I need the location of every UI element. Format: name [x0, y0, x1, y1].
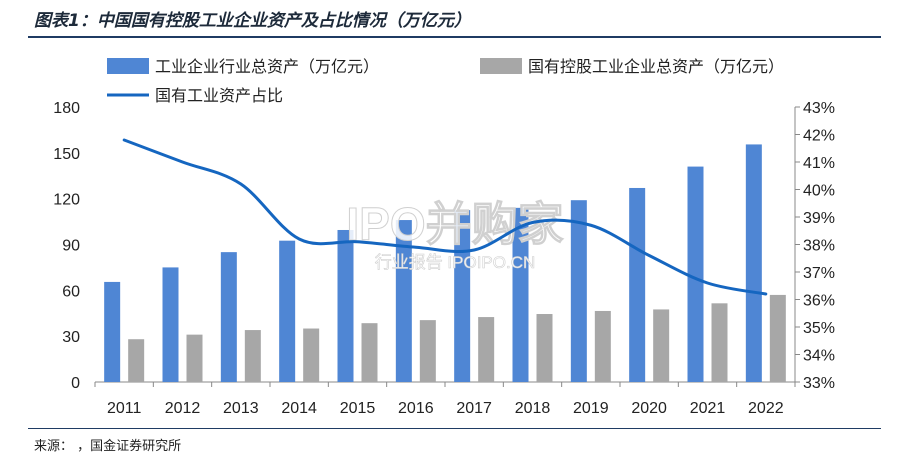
bar-total-assets [454, 210, 471, 382]
y-left-tick-label: 180 [53, 100, 80, 117]
y-right-tick-label: 41% [803, 155, 835, 172]
bar-state-owned-assets [536, 314, 553, 382]
y-left-tick-label: 150 [53, 146, 80, 163]
y-right-tick-label: 40% [803, 183, 835, 200]
watermark-sub: 行业报告 IPOIPO.CN [375, 253, 536, 272]
y-left-tick-label: 60 [62, 283, 80, 300]
legend-label-state-owned-assets: 国有控股工业企业总资产（万亿元） [528, 58, 784, 76]
source-note: 来源： ，国金证券研究所 [34, 439, 182, 454]
bar-total-assets [395, 220, 412, 382]
legend-swatch-state-owned-assets [480, 58, 522, 74]
y-left-tick-label: 120 [53, 192, 80, 209]
bar-total-assets [687, 166, 704, 382]
chart-canvas: 工业企业行业总资产（万亿元） 国有控股工业企业总资产（万亿元） 国有工业资产占比 0… [53, 58, 835, 417]
y-right-tick-label: 39% [803, 210, 835, 227]
title-rule [28, 36, 881, 38]
y-right-tick-label: 38% [803, 238, 835, 255]
x-tick-label: 2021 [690, 400, 726, 417]
bar-total-assets [162, 267, 179, 382]
bar-series [104, 144, 786, 382]
x-tick-label: 2016 [398, 400, 434, 417]
bar-total-assets [279, 240, 296, 382]
bar-total-assets [220, 252, 237, 382]
bar-total-assets [104, 281, 121, 382]
x-tick-label: 2020 [631, 400, 667, 417]
bar-state-owned-assets [303, 328, 320, 382]
y-left-tick-label: 90 [62, 238, 80, 255]
bar-state-owned-assets [478, 317, 495, 382]
figure-title: 图表1：中国国有控股工业企业资产及占比情况（万亿元） [34, 11, 471, 31]
bar-state-owned-assets [419, 320, 436, 382]
y-right-tick-label: 43% [803, 100, 835, 117]
x-tick-label: 2018 [515, 400, 551, 417]
bar-total-assets [629, 187, 646, 382]
bar-state-owned-assets [653, 309, 670, 382]
x-tick-label: 2019 [573, 400, 609, 417]
bar-state-owned-assets [361, 323, 378, 382]
y-right-tick-label: 37% [803, 265, 835, 282]
x-tick-label: 2011 [107, 400, 142, 417]
x-tick-label: 2022 [748, 400, 784, 417]
legend-label-state-owned-share: 国有工业资产占比 [155, 87, 283, 105]
x-tick-label: 2012 [165, 400, 201, 417]
bar-total-assets [337, 229, 354, 382]
y-right-tick-label: 42% [803, 128, 835, 145]
legend-label-total-assets: 工业企业行业总资产（万亿元） [155, 58, 379, 76]
bar-total-assets [570, 200, 587, 382]
y-left-tick-label: 0 [71, 375, 80, 392]
bar-state-owned-assets [244, 330, 261, 382]
y-right-tick-label: 34% [803, 348, 835, 365]
bar-total-assets [512, 207, 529, 382]
footer-rule [28, 428, 881, 429]
bar-state-owned-assets [711, 303, 728, 382]
legend-swatch-total-assets [107, 58, 149, 74]
bar-total-assets [745, 144, 762, 382]
x-tick-label: 2017 [456, 400, 492, 417]
bar-state-owned-assets [186, 334, 203, 382]
x-tick-label: 2013 [223, 400, 259, 417]
bar-state-owned-assets [769, 294, 786, 382]
chart-axes: 0 30 60 90 120 150 180 33% 34% 35% 36% 37% 38% 39% 40%… [53, 100, 835, 417]
y-left-tick-label: 30 [62, 329, 80, 346]
y-right-tick-label: 36% [803, 293, 835, 310]
x-tick-label: 2014 [281, 400, 317, 417]
y-right-tick-label: 33% [803, 375, 835, 392]
y-right-tick-label: 35% [803, 320, 835, 337]
bar-state-owned-assets [594, 310, 611, 382]
bar-state-owned-assets [128, 339, 145, 382]
line-series [122, 138, 768, 296]
x-tick-label: 2015 [340, 400, 376, 417]
chart-legend: 工业企业行业总资产（万亿元） 国有控股工业企业总资产（万亿元） 国有工业资产占比 [107, 58, 784, 105]
